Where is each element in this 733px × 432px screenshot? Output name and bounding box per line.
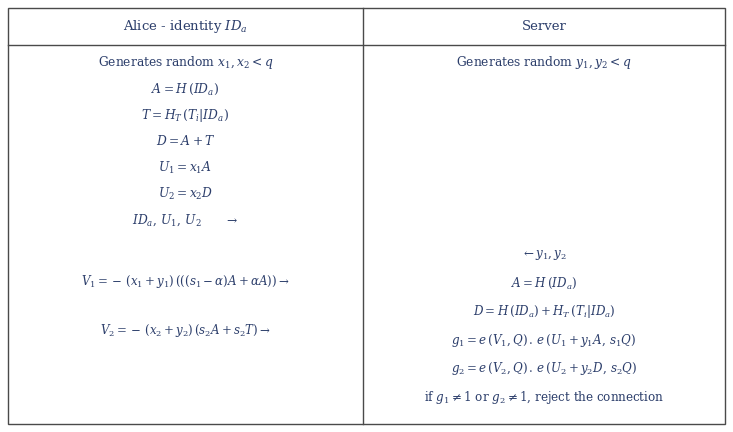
Text: $A = H\,(ID_a)$: $A = H\,(ID_a)$ (152, 82, 219, 97)
Text: $T = H_T\,(T_i|ID_a)$: $T = H_T\,(T_i|ID_a)$ (141, 107, 229, 124)
Text: $D = A + T$: $D = A + T$ (155, 134, 216, 149)
Text: $g_1 = e\,(V_1, Q)\,.\,e\,(U_1 + y_1 A,\, s_1 Q)$: $g_1 = e\,(V_1, Q)\,.\,e\,(U_1 + y_1 A,\… (452, 332, 636, 349)
Text: $A = H\,(ID_a)$: $A = H\,(ID_a)$ (511, 276, 577, 291)
Text: $V_1 = -\,(x_1 + y_1)\,(((s_1 - \alpha)A + \alpha A)) \rightarrow$: $V_1 = -\,(x_1 + y_1)\,(((s_1 - \alpha)A… (81, 273, 290, 290)
Text: Generates random $x_1, x_2 < q$: Generates random $x_1, x_2 < q$ (97, 54, 273, 71)
Text: if $g_1 \neq 1$ or $g_2 \neq 1$, reject the connection: if $g_1 \neq 1$ or $g_2 \neq 1$, reject … (424, 389, 664, 406)
Text: $U_1 = x_1 A$: $U_1 = x_1 A$ (158, 159, 213, 176)
Text: Generates random $y_1, y_2 < q$: Generates random $y_1, y_2 < q$ (457, 54, 632, 71)
Text: $D = H\,(ID_a) + H_T\,(T_i|ID_a)$: $D = H\,(ID_a) + H_T\,(T_i|ID_a)$ (473, 303, 615, 321)
Text: Alice - identity $\mathit{ID_a}$: Alice - identity $\mathit{ID_a}$ (123, 18, 248, 35)
Text: Server: Server (521, 20, 567, 33)
Text: $U_2 = x_2 D$: $U_2 = x_2 D$ (158, 186, 213, 202)
Text: $g_2 = e\,(V_2, Q)\,.\,e\,(U_2 + y_2 D,\, s_2 Q)$: $g_2 = e\,(V_2, Q)\,.\,e\,(U_2 + y_2 D,\… (451, 360, 637, 377)
Text: $\leftarrow y_1, y_2$: $\leftarrow y_1, y_2$ (521, 248, 567, 262)
Text: $ID_a,\, U_1,\, U_2 \qquad\rightarrow$: $ID_a,\, U_1,\, U_2 \qquad\rightarrow$ (133, 212, 238, 228)
Text: $V_2 = -\,(x_2 + y_2)\,(s_2 A + s_2 T) \rightarrow$: $V_2 = -\,(x_2 + y_2)\,(s_2 A + s_2 T) \… (100, 322, 271, 339)
